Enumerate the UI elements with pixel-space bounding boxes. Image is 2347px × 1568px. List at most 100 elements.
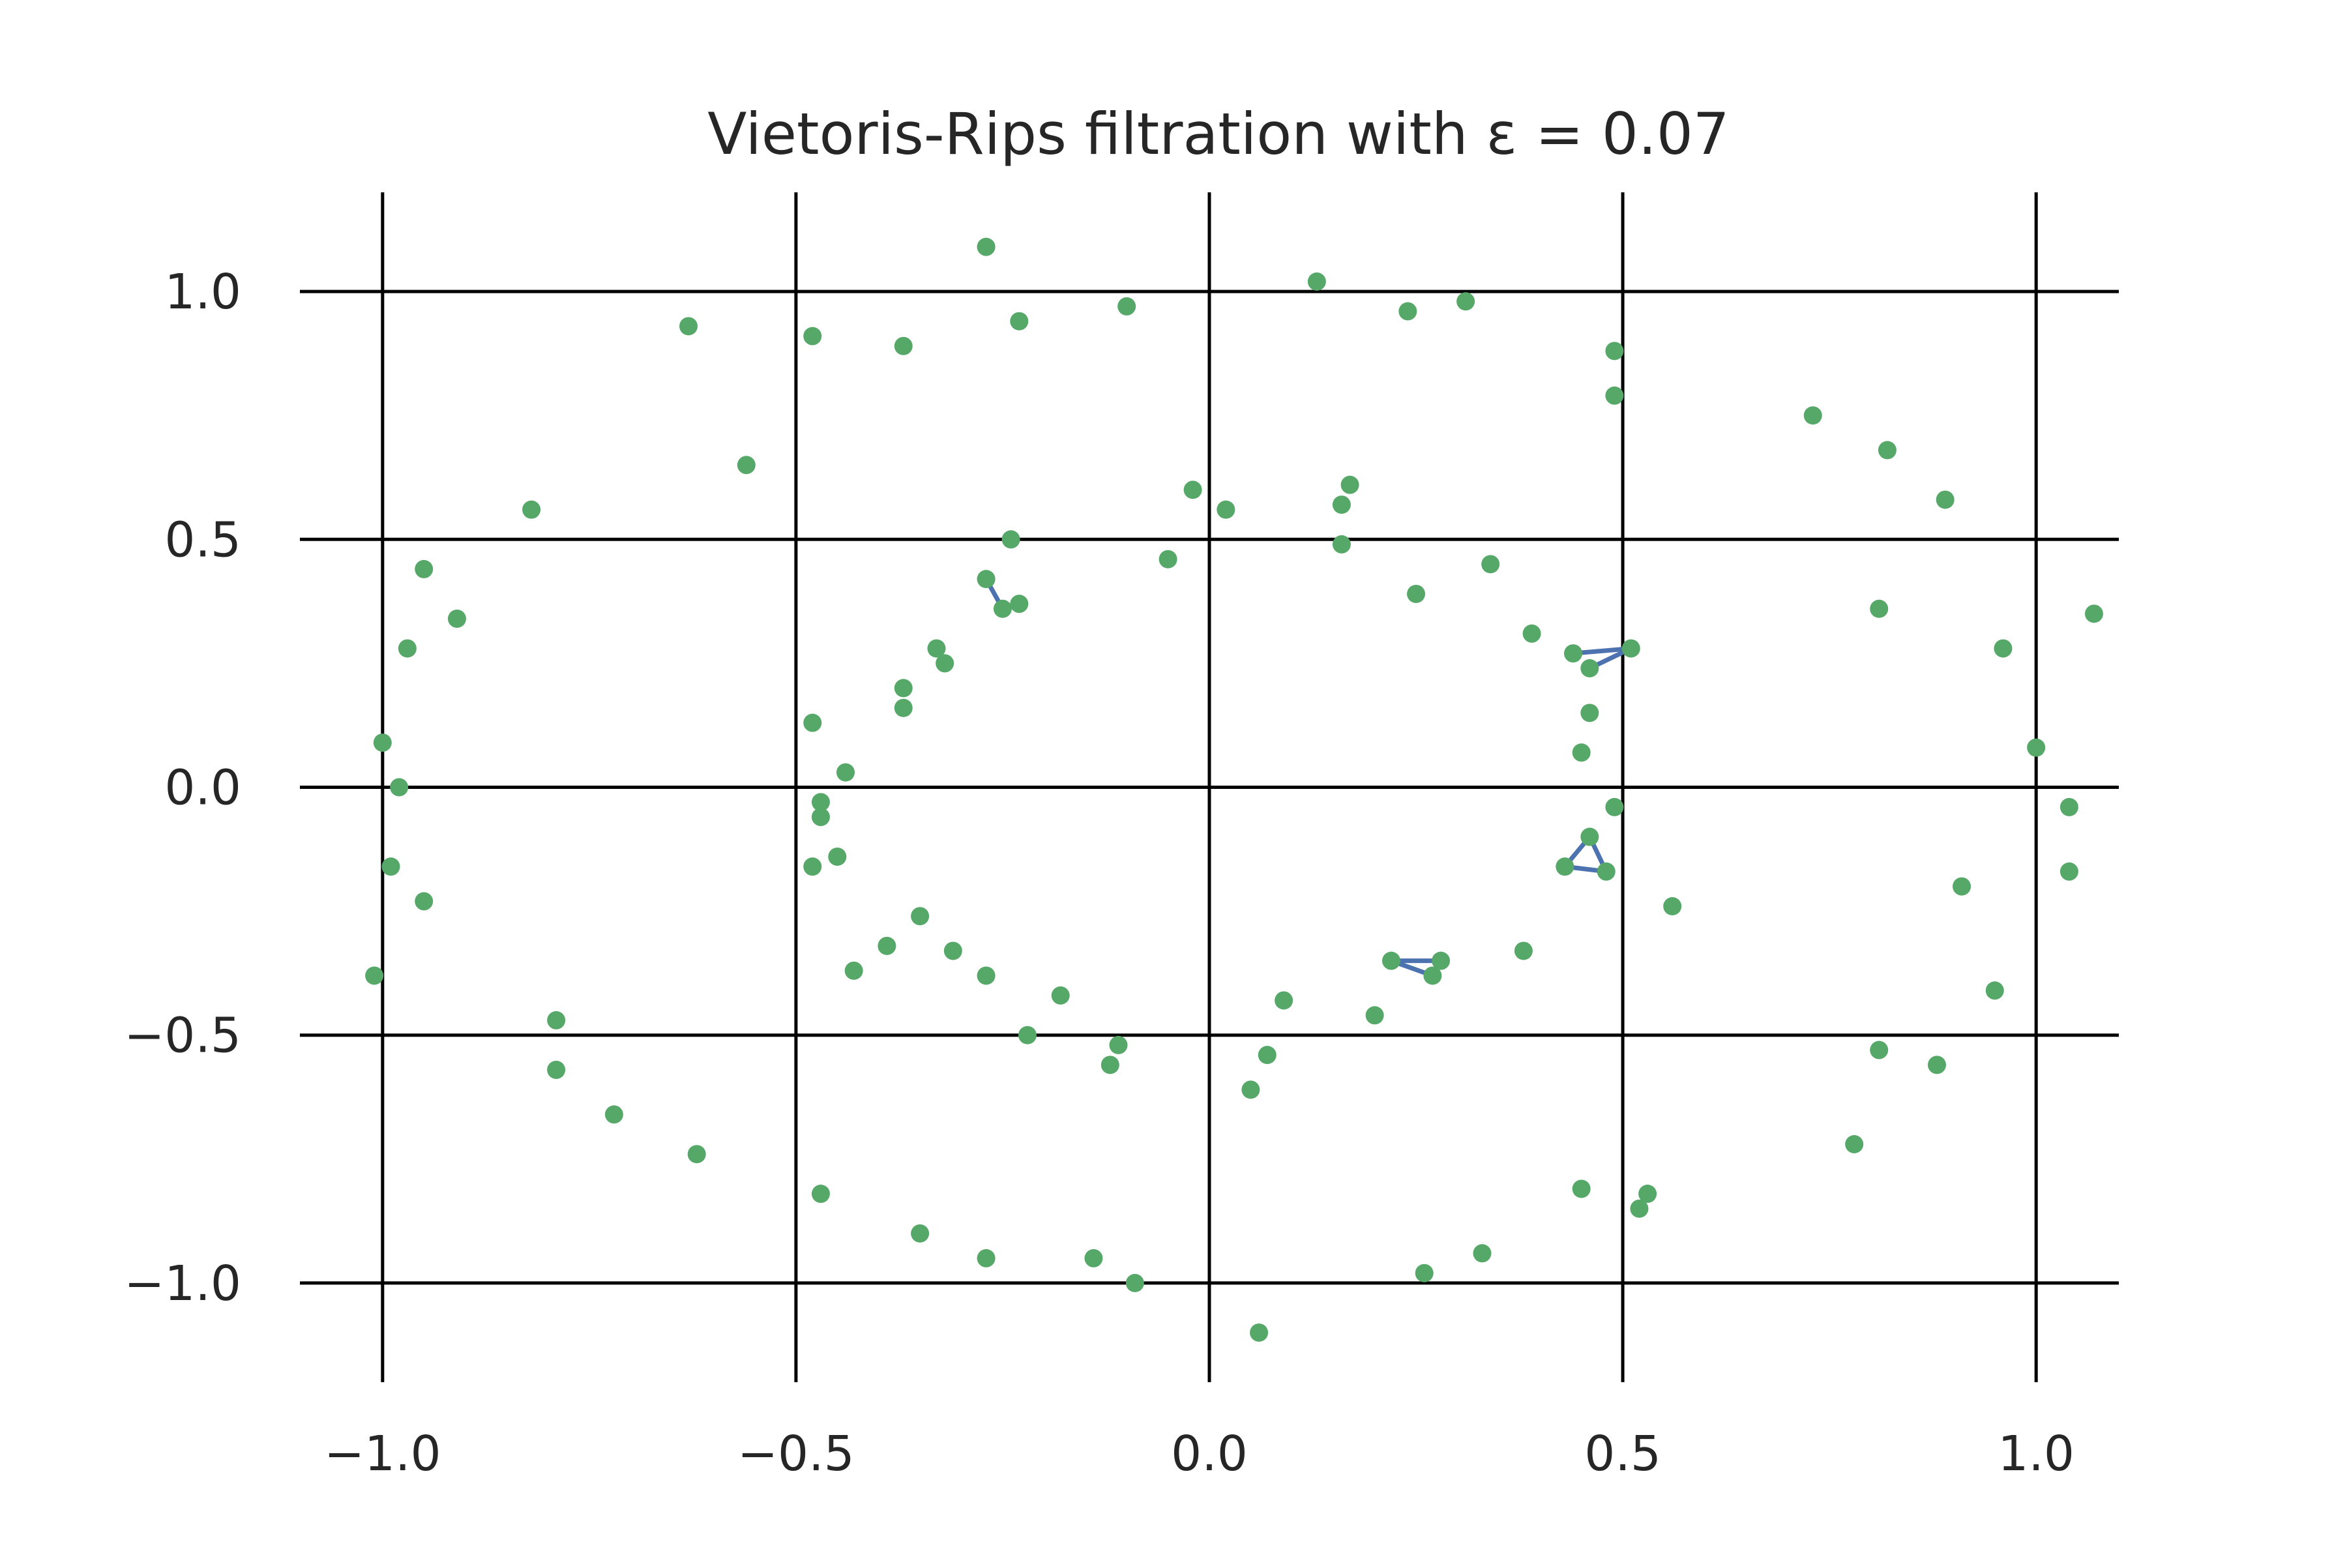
data-point xyxy=(1473,1244,1492,1263)
data-point xyxy=(1125,1273,1144,1292)
data-point xyxy=(1663,897,1682,915)
data-point xyxy=(1621,639,1640,658)
x-tick-label: 0.5 xyxy=(1584,1426,1661,1482)
data-point xyxy=(1803,406,1822,425)
data-point xyxy=(1332,496,1351,514)
data-point xyxy=(1580,659,1599,677)
data-point xyxy=(1605,797,1624,816)
data-point xyxy=(547,1060,566,1079)
data-point xyxy=(811,808,830,827)
data-point xyxy=(1051,986,1070,1005)
data-point xyxy=(1398,302,1417,321)
data-point xyxy=(679,317,698,336)
data-point xyxy=(1307,272,1326,291)
data-point xyxy=(1564,644,1582,663)
data-point xyxy=(1382,951,1400,970)
point-layer xyxy=(365,237,2103,1342)
data-point xyxy=(836,763,855,782)
y-tick-label: −0.5 xyxy=(124,1008,241,1064)
data-point xyxy=(1423,966,1442,985)
data-point xyxy=(2059,862,2078,881)
data-point xyxy=(894,336,913,355)
data-point xyxy=(415,559,434,578)
data-point xyxy=(927,639,946,658)
data-point xyxy=(604,1105,623,1124)
data-point xyxy=(1456,292,1475,311)
data-point xyxy=(2059,797,2078,816)
data-point xyxy=(1250,1323,1269,1342)
y-tick-label: 0.5 xyxy=(164,512,241,568)
data-point xyxy=(1572,1179,1591,1198)
data-point xyxy=(1845,1135,1864,1153)
x-tick-labels: −1.0 −0.5 0.0 0.5 1.0 xyxy=(324,1426,2074,1482)
data-point xyxy=(1580,703,1599,722)
data-point xyxy=(1985,981,2004,1000)
data-point xyxy=(1870,599,1889,618)
data-point xyxy=(1340,475,1359,494)
data-point xyxy=(522,500,541,519)
data-point xyxy=(737,456,756,475)
data-point xyxy=(2084,604,2103,623)
data-point xyxy=(1936,490,1955,509)
y-tick-label: −1.0 xyxy=(124,1256,241,1312)
data-point xyxy=(894,698,913,717)
data-point xyxy=(828,847,847,866)
data-point xyxy=(447,609,466,628)
data-point xyxy=(1605,386,1624,405)
data-point xyxy=(803,857,822,876)
data-point xyxy=(1100,1056,1119,1074)
x-tick-label: 0.0 xyxy=(1171,1426,1248,1482)
data-point xyxy=(1580,827,1599,846)
data-point xyxy=(373,733,392,752)
data-point xyxy=(1241,1080,1260,1099)
data-point xyxy=(803,713,822,732)
data-point xyxy=(1010,312,1029,331)
data-point xyxy=(381,857,400,876)
data-point xyxy=(398,639,417,658)
chart-title: Vietoris-Rips filtration with ε = 0.07 xyxy=(707,100,1730,168)
y-tick-label: 1.0 xyxy=(164,264,241,320)
data-point xyxy=(911,907,930,926)
data-point xyxy=(977,237,996,256)
data-point xyxy=(1630,1199,1649,1218)
data-point xyxy=(547,1011,566,1029)
data-point xyxy=(1010,595,1029,614)
data-point xyxy=(894,679,913,698)
grid-lines xyxy=(300,192,2119,1382)
data-point xyxy=(1522,624,1541,643)
data-point xyxy=(1514,941,1533,960)
data-point xyxy=(1605,342,1624,361)
data-point xyxy=(1109,1035,1128,1054)
data-point xyxy=(936,654,954,673)
data-point xyxy=(1878,441,1897,460)
data-point xyxy=(1572,743,1591,762)
x-tick-label: −0.5 xyxy=(737,1426,855,1482)
data-point xyxy=(1407,584,1426,603)
data-point xyxy=(1275,991,1293,1010)
simplex-edge xyxy=(1571,646,1634,656)
y-tick-label: 0.0 xyxy=(164,760,241,816)
data-point xyxy=(415,892,434,911)
x-tick-label: −1.0 xyxy=(324,1426,441,1482)
data-point xyxy=(1928,1056,1946,1074)
data-point xyxy=(390,778,409,797)
data-point xyxy=(1332,535,1351,554)
data-point xyxy=(943,941,962,960)
data-point xyxy=(1001,530,1020,549)
data-point xyxy=(1638,1185,1657,1204)
data-point xyxy=(811,793,830,812)
data-point xyxy=(803,327,822,346)
data-point xyxy=(1018,1026,1037,1044)
data-point xyxy=(1365,1006,1384,1025)
data-point xyxy=(878,936,896,955)
data-point xyxy=(365,966,384,985)
data-point xyxy=(844,961,863,980)
data-point xyxy=(1415,1264,1434,1282)
data-point xyxy=(1117,297,1136,316)
data-point xyxy=(2027,738,2046,757)
data-point xyxy=(1159,550,1177,569)
data-point xyxy=(1481,555,1500,574)
x-tick-label: 1.0 xyxy=(1998,1426,2074,1482)
